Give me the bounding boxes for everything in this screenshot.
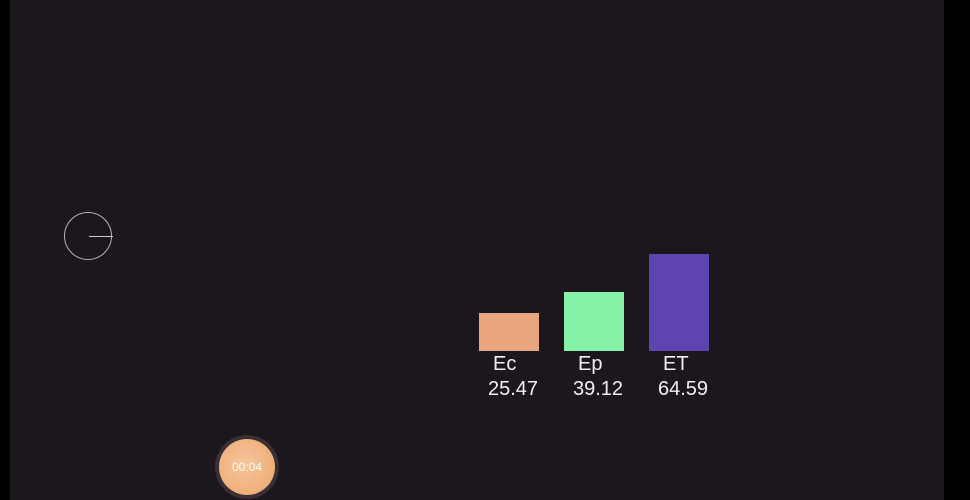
bar-ec: [479, 312, 539, 351]
bar-label-ep: Ep: [578, 353, 603, 375]
dial-icon[interactable]: [64, 212, 113, 260]
timer-button[interactable]: 00:04: [215, 435, 279, 499]
bar-label-ec: Ec: [493, 353, 517, 375]
bar-ep: [564, 292, 624, 351]
simulation-canvas: Ec 25.47 Ep 39.12 ET 64.59 00:04: [10, 0, 944, 500]
bar-value-et: 64.59: [658, 378, 709, 400]
timer-label: 00:04: [219, 439, 275, 495]
dial-hand: [89, 235, 113, 237]
bar-value-ec: 25.47: [488, 378, 539, 400]
bar-value-ep: 39.12: [573, 378, 624, 400]
bar-label-et: ET: [663, 353, 689, 375]
bar-et: [649, 253, 709, 351]
